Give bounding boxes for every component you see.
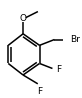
Text: F: F [56,65,62,74]
Text: F: F [37,87,42,96]
Text: Br: Br [70,35,80,44]
Text: O: O [20,15,27,24]
